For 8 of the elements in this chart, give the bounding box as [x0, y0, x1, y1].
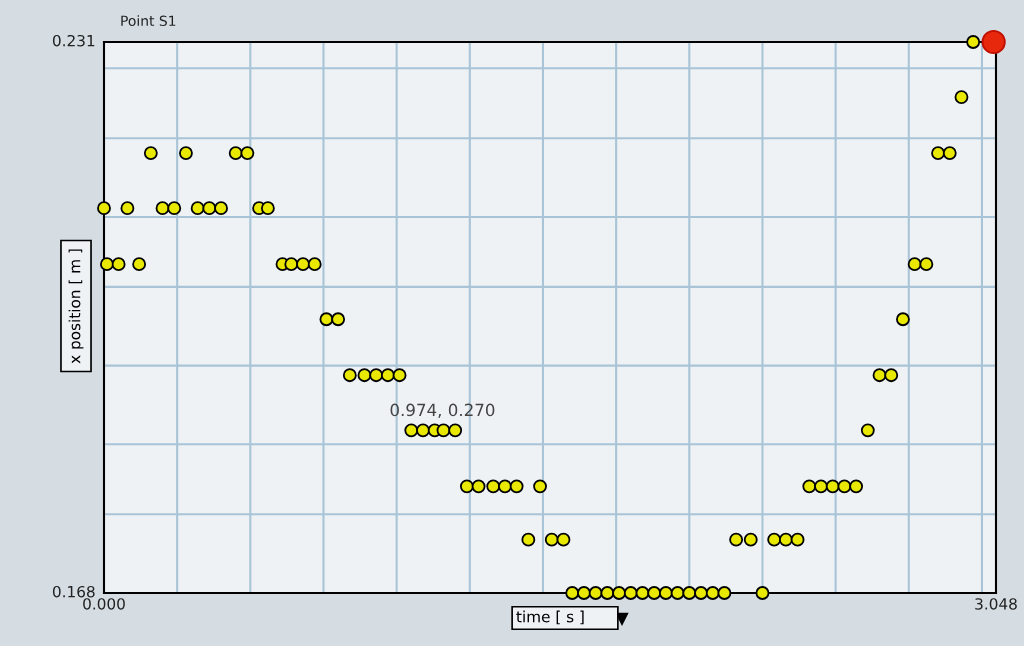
y-tick-label: 0.231 — [52, 34, 95, 47]
y-axis-title: x position [ m ] — [68, 249, 84, 364]
y-tick-label: 0.168 — [52, 585, 95, 598]
x-tick-label: 0.000 — [83, 598, 125, 610]
x-tick-label: 3.048 — [975, 598, 1017, 610]
chart-title: Point S1 — [121, 15, 176, 27]
annotation: 0.974, 0.270 — [390, 403, 495, 418]
x-axis-title: time [ s ] — [516, 610, 584, 625]
